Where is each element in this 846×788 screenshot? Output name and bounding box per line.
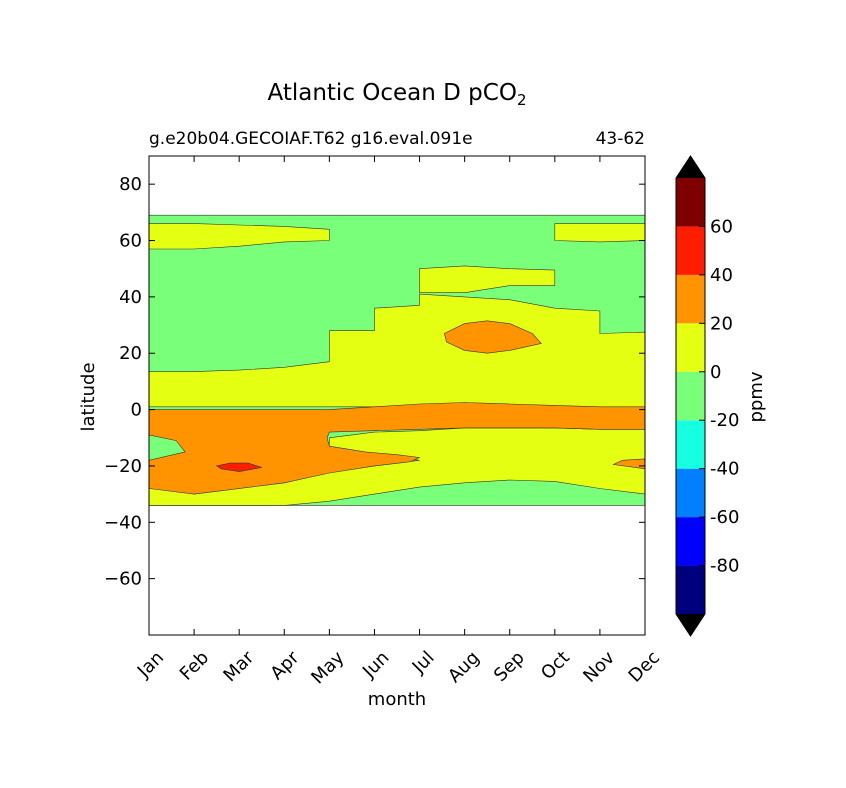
- colorbar-tick-label: -80: [710, 556, 739, 577]
- x-tick-label: Sep: [490, 647, 529, 686]
- x-tick-label: Aug: [444, 647, 484, 687]
- contour-region-north-yellow-band-west: [149, 223, 330, 250]
- colorbar-extend-max: [676, 156, 705, 178]
- colorbar-label: ppmv: [746, 371, 767, 422]
- contour-region-southeast-orange-wedge: [612, 458, 645, 470]
- colorbar-tick-label: 20: [710, 313, 733, 334]
- colorbar-segment: [676, 517, 705, 566]
- x-tick-label: May: [307, 647, 348, 688]
- colorbar-extend-min: [676, 614, 705, 636]
- contour-region-north-yellow-band-east: [554, 223, 645, 243]
- colorbar-tick-label: 40: [710, 265, 733, 286]
- colorbar-segment: [676, 226, 705, 275]
- chart-subtitle-left: g.e20b04.GECOIAF.T62 g16.eval.091e: [149, 129, 473, 149]
- colorbar-segment: [676, 420, 705, 469]
- plot-frame: [148, 155, 646, 636]
- x-tick-label: Apr: [266, 647, 303, 684]
- colorbar-segment: [676, 565, 705, 614]
- y-tick-label: 80: [119, 174, 142, 195]
- colorbar-segment: [676, 178, 705, 227]
- x-tick-label: Oct: [537, 647, 574, 684]
- colorbar-segment: [676, 274, 705, 324]
- contour-region-equatorial-orange: [149, 402, 645, 495]
- chart-title-main: Atlantic Ocean D pCO: [268, 80, 517, 106]
- colorbar-tick-label: -20: [710, 410, 739, 431]
- colorbar-tick-label: -40: [710, 459, 739, 480]
- y-axis-ticks: 80 60 40 20 0 −20 −40 −60: [104, 174, 645, 590]
- chart-title: Atlantic Ocean D pCO2: [268, 80, 527, 109]
- colorbar: -80 -60 -40 -20 0 20 40 60: [675, 155, 739, 637]
- x-tick-label: Dec: [625, 647, 664, 686]
- colorbar-tick-label: 0: [710, 362, 721, 383]
- x-tick-label: Jul: [408, 647, 439, 678]
- chart-subtitle-right: 43-62: [596, 129, 645, 149]
- colorbar-segment: [676, 323, 705, 372]
- contour-region-subtropical-orange-blob: [443, 320, 542, 354]
- colorbar-segment: [676, 371, 705, 421]
- y-tick-label: 0: [131, 400, 142, 421]
- y-tick-label: −60: [104, 569, 142, 590]
- x-tick-label: Nov: [579, 647, 619, 687]
- chart-title-subscript: 2: [517, 91, 527, 109]
- y-tick-label: 20: [119, 343, 142, 364]
- contour-regions: [149, 214, 645, 506]
- contour-region-subtropical-yellow: [149, 293, 645, 408]
- y-tick-label: −40: [104, 512, 142, 533]
- colorbar-tick-label: 60: [710, 216, 733, 237]
- x-axis-label: month: [368, 689, 426, 710]
- contour-region-south-red-spot: [215, 462, 262, 472]
- colorbar-segment: [676, 468, 705, 518]
- contour-region-north-yellow-patch-aug: [419, 265, 556, 294]
- y-tick-label: 60: [119, 231, 142, 252]
- colorbar-tick-label: -60: [710, 507, 739, 528]
- x-tick-label: Jun: [358, 647, 393, 682]
- x-tick-label: Feb: [176, 647, 213, 684]
- x-tick-label: Jan: [133, 647, 168, 682]
- y-tick-label: 40: [119, 287, 142, 308]
- x-tick-label: Mar: [219, 647, 258, 686]
- colorbar-outline: [675, 155, 706, 637]
- y-axis-label: latitude: [78, 362, 99, 431]
- y-tick-label: −20: [104, 456, 142, 477]
